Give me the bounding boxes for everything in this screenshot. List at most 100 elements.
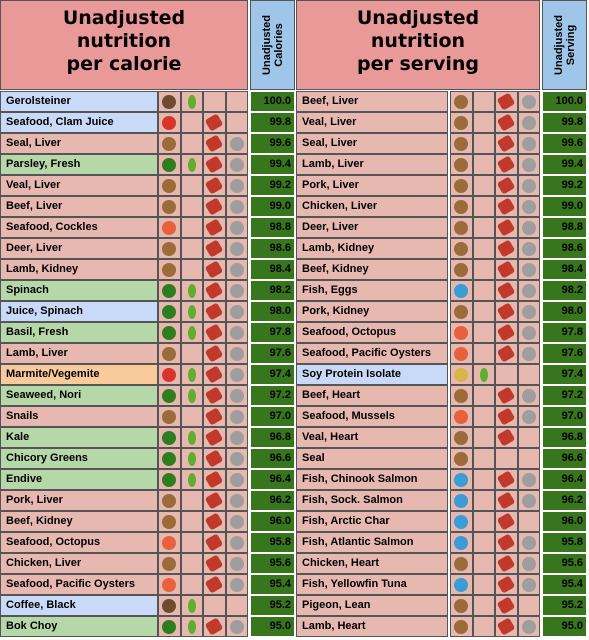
score-header: Unadjusted Serving (542, 0, 587, 90)
icon-cell (225, 259, 248, 280)
icon (521, 578, 536, 592)
icon-cell (450, 133, 473, 154)
icon-cell (225, 364, 248, 385)
icon (497, 324, 515, 341)
score: 98.8 (542, 217, 587, 238)
icon-cell (203, 238, 226, 259)
icon-cell (225, 238, 248, 259)
icon (205, 261, 223, 278)
icon (454, 452, 468, 466)
icon-cell (203, 406, 226, 427)
icon-cell (517, 112, 540, 133)
icon (187, 95, 196, 109)
item-name: Seal (296, 448, 448, 469)
icon-cell (450, 406, 473, 427)
icon (454, 347, 468, 361)
icon-cell (225, 532, 248, 553)
icon (521, 389, 536, 403)
icon-cell (225, 490, 248, 511)
score-header-text: Unadjusted Serving (552, 15, 577, 75)
icon (497, 513, 515, 530)
icon-cell (472, 133, 495, 154)
icon-cell (180, 427, 203, 448)
icon (205, 618, 223, 635)
icon (229, 221, 244, 235)
icon-cell (495, 574, 518, 595)
icon (205, 282, 223, 299)
icon-cell (472, 343, 495, 364)
score: 99.6 (250, 133, 295, 154)
icon (497, 471, 515, 488)
icon (187, 284, 196, 298)
item-name: Seafood, Clam Juice (0, 112, 158, 133)
icon (454, 410, 468, 424)
icon-cell (180, 259, 203, 280)
icon-cell (472, 196, 495, 217)
score: 95.0 (542, 616, 587, 637)
icon-cell (203, 91, 226, 112)
icon (162, 515, 176, 529)
icon-cell (203, 448, 226, 469)
icon (454, 179, 468, 193)
icon-cell (180, 616, 203, 637)
icon (229, 242, 244, 256)
icon-cell (495, 616, 518, 637)
icon (454, 473, 468, 487)
icon-cell (495, 511, 518, 532)
icon (497, 198, 515, 215)
icon-cell (158, 511, 181, 532)
icon (187, 305, 196, 319)
icon-cell (495, 406, 518, 427)
icon-cell (225, 280, 248, 301)
icon (497, 618, 515, 635)
icon (497, 576, 515, 593)
item-name: Seafood, Pacific Oysters (296, 343, 448, 364)
icon-cell (495, 385, 518, 406)
icon (205, 492, 223, 509)
icon (229, 263, 244, 277)
icon (454, 431, 468, 445)
icon-cell (203, 427, 226, 448)
score: 96.2 (542, 490, 587, 511)
icon (454, 116, 468, 130)
icon (497, 492, 515, 509)
item-name: Chicory Greens (0, 448, 158, 469)
icon-cell (472, 616, 495, 637)
icon (497, 93, 515, 110)
score: 98.0 (542, 301, 587, 322)
icon (497, 177, 515, 194)
score: 100.0 (542, 91, 587, 112)
icon (229, 326, 244, 340)
icon (454, 557, 468, 571)
item-name: Lamb, Kidney (296, 238, 448, 259)
icon (162, 116, 176, 130)
icon (521, 305, 536, 319)
item-name: Beef, Liver (0, 196, 158, 217)
icon (454, 305, 468, 319)
icon (162, 263, 176, 277)
item-name: Snails (0, 406, 158, 427)
icon (229, 347, 244, 361)
icon-cell (450, 385, 473, 406)
icon (162, 620, 176, 634)
item-name: Beef, Kidney (0, 511, 158, 532)
icon-cell (180, 280, 203, 301)
icon (187, 620, 196, 634)
item-name: Coffee, Black (0, 595, 158, 616)
icon-cell (517, 280, 540, 301)
icon-cell (180, 406, 203, 427)
icon (454, 536, 468, 550)
icon-cell (472, 238, 495, 259)
icon (497, 114, 515, 131)
icon (187, 473, 196, 487)
score: 98.0 (250, 301, 295, 322)
icon-cell (450, 448, 473, 469)
icon (454, 494, 468, 508)
icon-cell (517, 322, 540, 343)
icon-cell (180, 448, 203, 469)
icon-cell (450, 490, 473, 511)
score: 98.8 (250, 217, 295, 238)
icon-cell (450, 595, 473, 616)
icon-cell (472, 574, 495, 595)
icon-cell (180, 238, 203, 259)
